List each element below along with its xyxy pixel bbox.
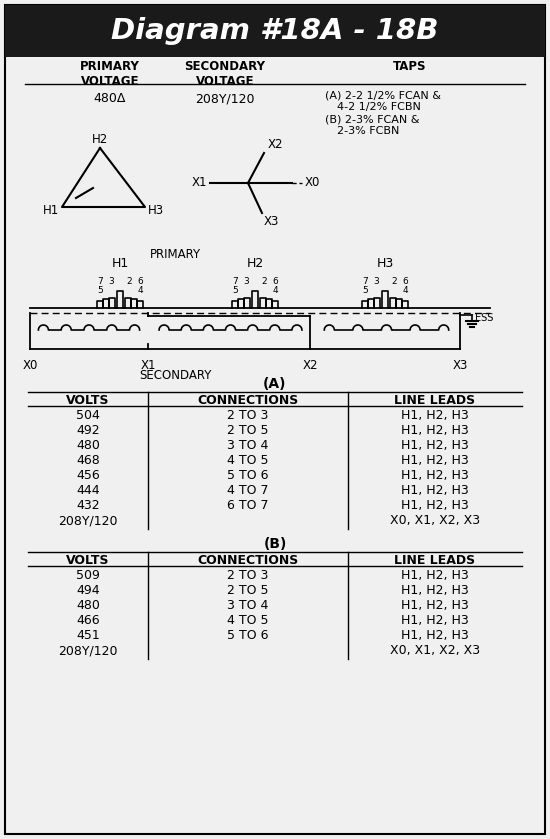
Text: 6 TO 7: 6 TO 7 bbox=[227, 499, 269, 512]
Text: 492: 492 bbox=[76, 424, 100, 437]
Text: H1, H2, H3: H1, H2, H3 bbox=[401, 469, 469, 482]
Text: 504: 504 bbox=[76, 409, 100, 422]
Text: 208Y/120: 208Y/120 bbox=[58, 514, 118, 527]
Text: X2: X2 bbox=[302, 359, 318, 372]
Text: H1, H2, H3: H1, H2, H3 bbox=[401, 454, 469, 467]
Text: X0, X1, X2, X3: X0, X1, X2, X3 bbox=[390, 514, 480, 527]
Text: VOLTS: VOLTS bbox=[66, 394, 110, 407]
Text: 480: 480 bbox=[76, 439, 100, 452]
Text: 456: 456 bbox=[76, 469, 100, 482]
Text: 4: 4 bbox=[402, 286, 408, 295]
Text: H1, H2, H3: H1, H2, H3 bbox=[401, 424, 469, 437]
Text: 3 TO 4: 3 TO 4 bbox=[227, 439, 269, 452]
Text: Diagram #18A - 18B: Diagram #18A - 18B bbox=[111, 17, 439, 45]
Text: X0, X1, X2, X3: X0, X1, X2, X3 bbox=[390, 644, 480, 657]
Text: X0: X0 bbox=[23, 359, 38, 372]
Text: 7: 7 bbox=[232, 277, 238, 286]
Text: 5: 5 bbox=[97, 286, 103, 295]
Text: H1, H2, H3: H1, H2, H3 bbox=[401, 439, 469, 452]
Text: X3: X3 bbox=[264, 215, 279, 228]
Text: 5: 5 bbox=[232, 286, 238, 295]
Text: LINE LEADS: LINE LEADS bbox=[394, 554, 476, 567]
Text: SECONDARY
VOLTAGE: SECONDARY VOLTAGE bbox=[184, 60, 266, 88]
Text: H1, H2, H3: H1, H2, H3 bbox=[401, 499, 469, 512]
Text: 432: 432 bbox=[76, 499, 100, 512]
Text: TAPS: TAPS bbox=[393, 60, 427, 73]
Text: 466: 466 bbox=[76, 614, 100, 627]
Text: 4 TO 5: 4 TO 5 bbox=[227, 614, 269, 627]
Text: 5 TO 6: 5 TO 6 bbox=[227, 469, 269, 482]
Text: 4 TO 7: 4 TO 7 bbox=[227, 484, 269, 497]
Text: 208Y/120: 208Y/120 bbox=[195, 92, 255, 105]
Text: H1: H1 bbox=[43, 205, 59, 217]
Text: X1: X1 bbox=[191, 176, 207, 190]
Text: VOLTS: VOLTS bbox=[66, 554, 110, 567]
Text: 2 TO 5: 2 TO 5 bbox=[227, 584, 269, 597]
Text: 4-2 1/2% FCBN: 4-2 1/2% FCBN bbox=[337, 102, 421, 112]
Text: H1, H2, H3: H1, H2, H3 bbox=[401, 484, 469, 497]
Text: 208Y/120: 208Y/120 bbox=[58, 644, 118, 657]
Text: 4: 4 bbox=[137, 286, 143, 295]
Text: H2: H2 bbox=[246, 257, 263, 270]
Text: 2: 2 bbox=[391, 277, 397, 286]
Text: 6: 6 bbox=[272, 277, 278, 286]
Text: 494: 494 bbox=[76, 584, 100, 597]
Text: CONNECTIONS: CONNECTIONS bbox=[197, 394, 299, 407]
Text: H1, H2, H3: H1, H2, H3 bbox=[401, 584, 469, 597]
Text: H3: H3 bbox=[148, 205, 164, 217]
Text: 509: 509 bbox=[76, 569, 100, 582]
Text: H1, H2, H3: H1, H2, H3 bbox=[401, 629, 469, 642]
Text: 2-3% FCBN: 2-3% FCBN bbox=[337, 126, 399, 136]
Text: 3: 3 bbox=[373, 277, 379, 286]
Text: (A) 2-2 1/2% FCAN &: (A) 2-2 1/2% FCAN & bbox=[325, 90, 441, 100]
Text: (A): (A) bbox=[263, 377, 287, 391]
Text: 480: 480 bbox=[76, 599, 100, 612]
Text: LINE LEADS: LINE LEADS bbox=[394, 394, 476, 407]
Text: (B): (B) bbox=[263, 537, 287, 551]
Text: 6: 6 bbox=[402, 277, 408, 286]
Text: CONNECTIONS: CONNECTIONS bbox=[197, 554, 299, 567]
Text: X0: X0 bbox=[305, 176, 320, 190]
Text: 3 TO 4: 3 TO 4 bbox=[227, 599, 269, 612]
Text: 444: 444 bbox=[76, 484, 100, 497]
Text: X1: X1 bbox=[140, 359, 156, 372]
Text: PRIMARY
VOLTAGE: PRIMARY VOLTAGE bbox=[80, 60, 140, 88]
Text: 7: 7 bbox=[97, 277, 103, 286]
Text: 6: 6 bbox=[137, 277, 143, 286]
Text: H3: H3 bbox=[376, 257, 394, 270]
Text: H1: H1 bbox=[111, 257, 129, 270]
Text: 480Δ: 480Δ bbox=[94, 92, 126, 105]
Text: SECONDARY: SECONDARY bbox=[139, 369, 211, 382]
Text: 2: 2 bbox=[261, 277, 267, 286]
Text: 468: 468 bbox=[76, 454, 100, 467]
Text: 5 TO 6: 5 TO 6 bbox=[227, 629, 269, 642]
Text: H1, H2, H3: H1, H2, H3 bbox=[401, 599, 469, 612]
Text: 451: 451 bbox=[76, 629, 100, 642]
Text: H1, H2, H3: H1, H2, H3 bbox=[401, 614, 469, 627]
Text: 4 TO 5: 4 TO 5 bbox=[227, 454, 269, 467]
Text: X2: X2 bbox=[268, 138, 283, 151]
Bar bbox=[5, 5, 545, 57]
Text: PRIMARY: PRIMARY bbox=[150, 248, 201, 261]
Text: 4: 4 bbox=[272, 286, 278, 295]
Text: ESS: ESS bbox=[475, 313, 493, 323]
Text: 3: 3 bbox=[243, 277, 249, 286]
Text: 2: 2 bbox=[126, 277, 132, 286]
Text: X3: X3 bbox=[452, 359, 468, 372]
Text: H2: H2 bbox=[92, 133, 108, 146]
Text: 2 TO 5: 2 TO 5 bbox=[227, 424, 269, 437]
Text: 2 TO 3: 2 TO 3 bbox=[227, 409, 269, 422]
Text: 3: 3 bbox=[108, 277, 114, 286]
Text: 5: 5 bbox=[362, 286, 368, 295]
Text: 2 TO 3: 2 TO 3 bbox=[227, 569, 269, 582]
Text: (B) 2-3% FCAN &: (B) 2-3% FCAN & bbox=[325, 114, 420, 124]
Text: 7: 7 bbox=[362, 277, 368, 286]
Text: H1, H2, H3: H1, H2, H3 bbox=[401, 569, 469, 582]
Text: H1, H2, H3: H1, H2, H3 bbox=[401, 409, 469, 422]
